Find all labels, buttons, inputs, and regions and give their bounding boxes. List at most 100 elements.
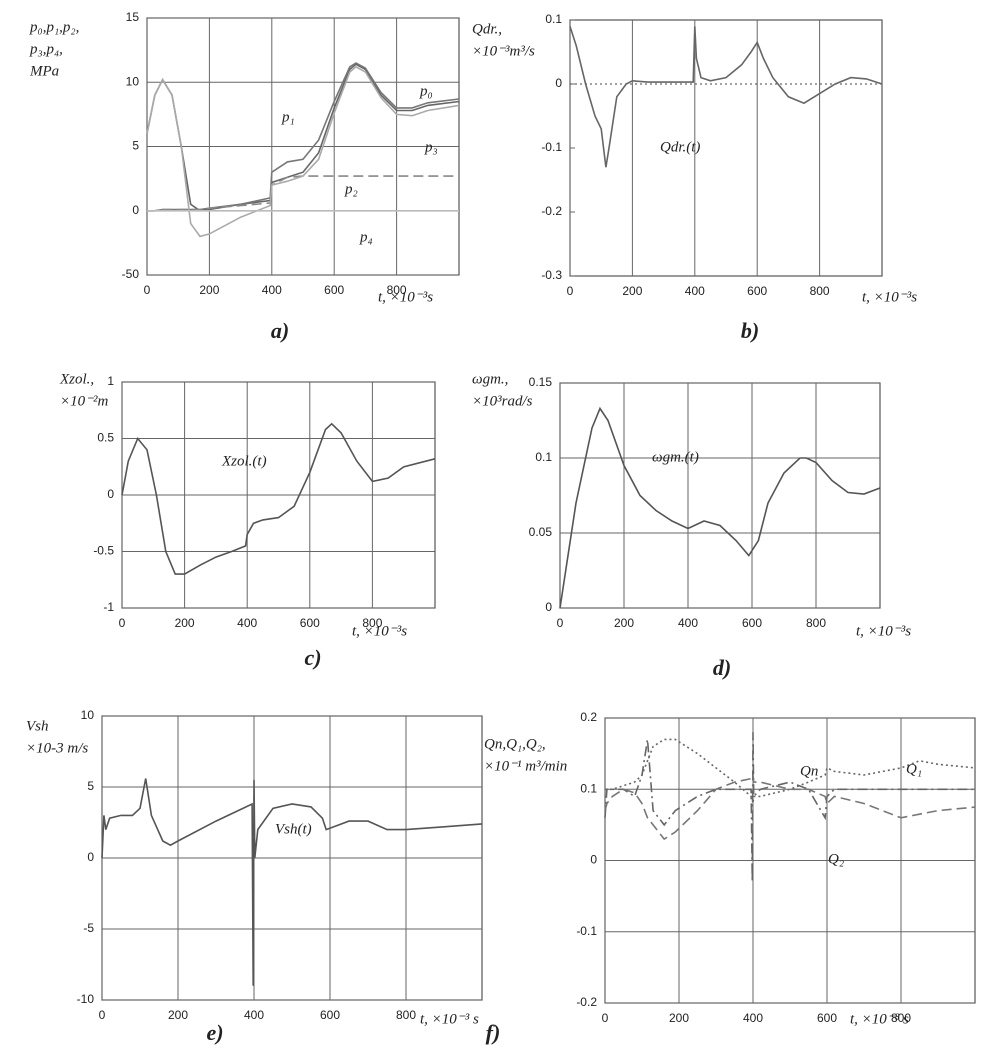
y-tick-label: -0.2 [576, 995, 597, 1009]
x-tick-label: 0 [567, 284, 574, 298]
y-tick-label: 0 [132, 203, 139, 217]
y-tick-label: -0.5 [93, 544, 114, 558]
x-tick-label: 600 [747, 284, 767, 298]
series-label: Q₂ [828, 851, 844, 867]
x-tick-label: 0 [119, 616, 126, 630]
y-axis-label: ×10⁻¹ m³/min [484, 758, 567, 774]
series-label: Xzol.(t) [221, 453, 267, 469]
series-line [101, 778, 483, 986]
series-label: Qn [800, 763, 818, 779]
y-tick-label: -5 [83, 921, 94, 935]
panel-caption: a) [271, 318, 289, 343]
panel-caption: e) [206, 1020, 223, 1045]
series-line [604, 774, 976, 841]
x-tick-label: 200 [168, 1008, 188, 1022]
y-tick-label: 5 [132, 139, 139, 153]
x-tick-label: 0 [99, 1008, 106, 1022]
x-tick-label: 600 [817, 1011, 837, 1025]
plot-frame [569, 19, 883, 277]
y-axis-label: ωgm., [472, 371, 508, 387]
series-label: p₄ [359, 229, 373, 245]
series-line [121, 422, 436, 575]
x-tick-label: 400 [685, 284, 705, 298]
x-tick-label: 600 [324, 283, 344, 297]
y-tick-label: 0 [590, 853, 597, 867]
panel-caption: b) [741, 318, 759, 343]
y-axis-label: Qdr., [472, 21, 502, 37]
x-tick-label: 400 [678, 616, 698, 630]
x-tick-label: 200 [622, 284, 642, 298]
y-tick-label: 0 [555, 76, 562, 90]
x-tick-label: 600 [742, 616, 762, 630]
y-tick-label: 0 [87, 850, 94, 864]
x-axis-label: t, ×10⁻³s [378, 289, 433, 305]
x-tick-label: 600 [300, 616, 320, 630]
y-tick-label: 0.05 [529, 525, 553, 539]
x-tick-label: 400 [743, 1011, 763, 1025]
y-tick-label: -0.1 [541, 140, 562, 154]
y-tick-label: 10 [126, 74, 140, 88]
y-tick-label: 0.15 [529, 375, 553, 389]
x-axis-label: t, ×10⁻³s [352, 623, 407, 639]
y-axis-label: MPa [29, 63, 59, 79]
series-line [146, 63, 460, 212]
y-axis-label: ×10-3 m/s [26, 740, 88, 756]
y-tick-label: 0 [107, 487, 114, 501]
y-axis-label: ×10⁻²m [60, 393, 109, 409]
series-line [147, 62, 460, 212]
panel-caption: f) [486, 1020, 501, 1045]
x-tick-label: 800 [387, 283, 407, 297]
x-axis-label: t, ×10⁻³s [856, 623, 911, 639]
x-tick-label: 0 [144, 283, 151, 297]
series-label: p₁ [281, 109, 295, 125]
plot-frame [559, 382, 881, 609]
y-tick-label: -10 [77, 992, 95, 1006]
series-line [146, 65, 460, 238]
x-tick-label: 0 [602, 1011, 609, 1025]
x-tick-label: 0 [557, 616, 564, 630]
x-axis-label: t, ×10⁻³ s [420, 1011, 479, 1027]
y-axis-label: Qn,Q₁,Q₂, [484, 736, 546, 752]
x-tick-label: 600 [320, 1008, 340, 1022]
series-line [147, 175, 459, 212]
series-label: p₀ [419, 83, 433, 99]
x-tick-label: 400 [262, 283, 282, 297]
y-tick-label: 0 [545, 600, 552, 614]
y-axis-label: ×10³rad/s [472, 393, 533, 409]
x-tick-label: 800 [396, 1008, 416, 1022]
x-tick-label: 400 [244, 1008, 264, 1022]
x-tick-label: 400 [237, 616, 257, 630]
y-tick-label: 15 [126, 10, 140, 24]
series-line [569, 26, 883, 168]
panel-caption: d) [713, 655, 731, 680]
series-label: Q₁ [906, 761, 922, 777]
x-axis-label: t, ×10⁻³ s [850, 1011, 909, 1027]
y-axis-label: Xzol., [59, 371, 94, 387]
x-axis-label: t, ×10⁻³s [862, 289, 917, 305]
x-tick-label: 200 [199, 283, 219, 297]
series-line [604, 732, 975, 882]
x-tick-label: 800 [891, 1011, 911, 1025]
y-tick-label: 10 [81, 708, 95, 722]
series-label: Vsh(t) [275, 821, 312, 837]
series-label: p₂ [344, 181, 358, 197]
y-tick-label: -0.2 [541, 204, 562, 218]
y-tick-label: 1 [107, 374, 114, 388]
y-tick-label: -1 [103, 600, 114, 614]
y-axis-label: p₃,p₄, [29, 41, 63, 57]
y-tick-label: -0.1 [576, 924, 597, 938]
y-axis-label: ×10⁻³m³/s [472, 43, 535, 59]
series-line [605, 738, 976, 804]
series-label: ωgm.(t) [652, 449, 699, 465]
x-tick-label: 800 [362, 616, 382, 630]
y-tick-label: 0.1 [545, 12, 562, 26]
x-tick-label: 200 [175, 616, 195, 630]
y-tick-label: -0.3 [541, 268, 562, 282]
y-tick-label: -50 [122, 267, 140, 281]
x-tick-label: 200 [669, 1011, 689, 1025]
y-tick-label: 5 [87, 779, 94, 793]
series-label: Qdr.(t) [660, 139, 700, 155]
y-axis-label: p₀,p₁,p₂, [29, 19, 79, 35]
x-tick-label: 200 [614, 616, 634, 630]
